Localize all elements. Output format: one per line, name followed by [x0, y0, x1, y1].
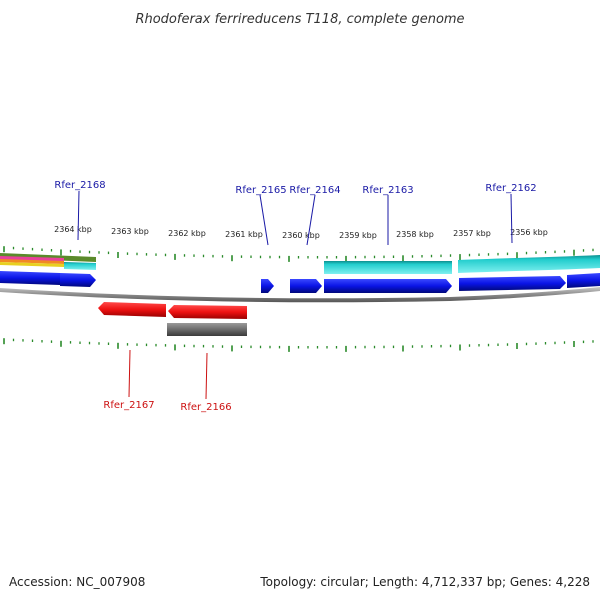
feature-band-cyan [324, 261, 452, 274]
kbp-scale: 2364 kbp 2363 kbp 2362 kbp 2361 kbp 2360… [54, 225, 548, 240]
upper-tick-row [3, 246, 594, 262]
gene-label-rfer-2163[interactable]: Rfer_2163 [362, 185, 413, 196]
feature-bands-left [0, 253, 96, 270]
leader-line-rfer-2168 [77, 190, 80, 241]
kbp-label: 2362 kbp [168, 229, 206, 238]
reverse-cds-arrow[interactable] [168, 305, 247, 319]
feature-band-orange [0, 259, 64, 264]
topology-summary-text: Topology: circular; Length: 4,712,337 bp… [259, 575, 590, 589]
gene-label-rfer-2167[interactable]: Rfer_2167 [103, 400, 154, 411]
feature-bands-cyan [324, 255, 600, 274]
kbp-label: 2363 kbp [111, 227, 149, 236]
genome-backbone [0, 287, 600, 303]
forward-cds-arrow[interactable] [60, 273, 96, 287]
gene-label-rfer-2164[interactable]: Rfer_2164 [289, 185, 340, 196]
forward-cds-arrow[interactable] [459, 276, 566, 291]
gene-label-rfer-2166[interactable]: Rfer_2166 [180, 402, 231, 413]
lower-tick-row [3, 338, 594, 352]
leader-line-rfer-2167 [128, 349, 131, 398]
gene-label-rfer-2165[interactable]: Rfer_2165 [235, 185, 286, 196]
gene-labels: Rfer_2168 Rfer_2165 Rfer_2164 Rfer_2163 … [54, 180, 536, 413]
kbp-label: 2361 kbp [225, 230, 263, 239]
reverse-cds-arrow[interactable] [167, 323, 247, 336]
gene-label-rfer-2168[interactable]: Rfer_2168 [54, 180, 105, 191]
feature-band-yellow [0, 262, 64, 267]
forward-cds-arrow[interactable] [324, 279, 452, 293]
kbp-label: 2360 kbp [282, 231, 320, 240]
forward-strand-track [0, 271, 600, 293]
leader-line-rfer-2165 [259, 194, 269, 246]
reverse-cds-arrow[interactable] [98, 302, 166, 317]
kbp-label: 2364 kbp [54, 225, 92, 234]
leader-line-rfer-2162 [510, 193, 513, 244]
genome-title: Rhodoferax ferrireducens T118, complete … [135, 12, 464, 27]
gene-label-leaders [77, 190, 513, 400]
accession-text: Accession: NC_007908 [9, 575, 145, 589]
feature-band-cyan [458, 255, 600, 273]
forward-cds-arrow[interactable] [567, 273, 600, 288]
leader-line-rfer-2166 [205, 352, 208, 400]
forward-cds-arrow[interactable] [0, 271, 60, 285]
kbp-label: 2358 kbp [396, 230, 434, 239]
forward-cds-arrow[interactable] [261, 279, 274, 293]
gene-label-rfer-2162[interactable]: Rfer_2162 [485, 183, 536, 194]
forward-cds-arrow[interactable] [290, 279, 322, 293]
reverse-strand-track [98, 302, 247, 336]
kbp-label: 2359 kbp [339, 231, 377, 240]
kbp-label: 2357 kbp [453, 229, 491, 238]
feature-band-cyan-left [64, 262, 96, 270]
leader-line-rfer-2164 [306, 194, 316, 246]
kbp-label: 2356 kbp [510, 228, 548, 237]
